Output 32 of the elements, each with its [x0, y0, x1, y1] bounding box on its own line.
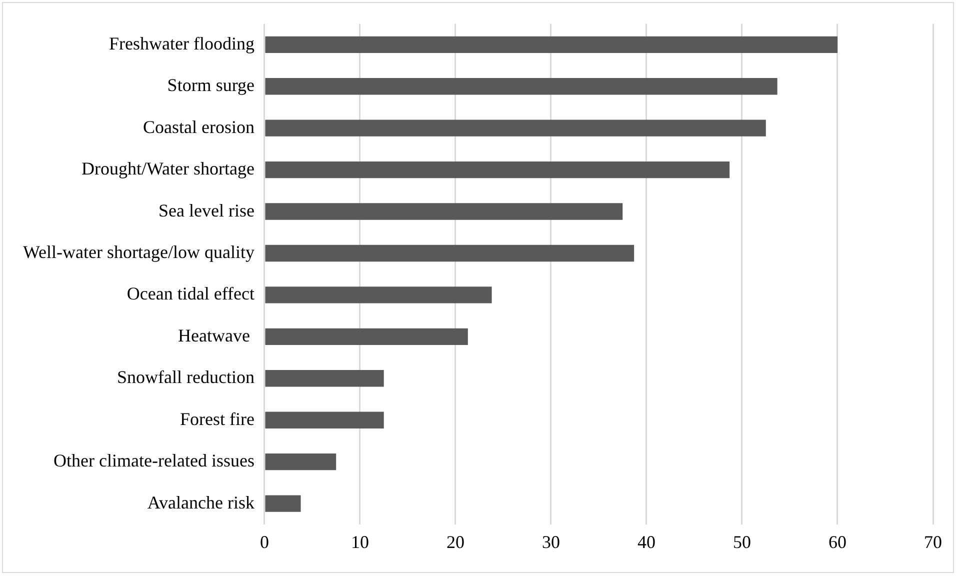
x-tick-label: 0	[260, 532, 269, 552]
bar	[265, 161, 730, 178]
y-tick-label: Drought/Water shortage	[81, 158, 254, 179]
bar	[265, 453, 336, 470]
x-tick-label: 70	[924, 532, 942, 552]
y-tick-label: Avalanche risk	[147, 492, 254, 512]
x-tick-label: 10	[350, 532, 369, 552]
y-tick-label: Well-water shortage/low quality	[22, 242, 254, 262]
y-tick-label: Freshwater flooding	[109, 33, 254, 54]
y-tick-label: Snowfall reduction	[116, 367, 254, 388]
x-tick-label: 30	[542, 532, 560, 552]
bar	[265, 203, 623, 220]
y-tick-label: Other climate-related issues	[54, 450, 254, 471]
bar	[265, 412, 384, 428]
y-tick-label: Ocean tidal effect	[126, 284, 254, 304]
y-tick-label: Storm surge	[167, 75, 254, 96]
bar	[265, 495, 301, 512]
y-tick-label: Heatwave	[178, 325, 254, 346]
bar	[265, 36, 838, 53]
bar	[265, 244, 634, 262]
bar	[265, 328, 468, 346]
x-tick-label: 40	[637, 532, 656, 552]
x-tick-label: 60	[828, 532, 846, 552]
bar	[265, 286, 492, 304]
bar	[265, 370, 384, 387]
bar	[265, 78, 778, 95]
x-tick-label: 50	[732, 532, 751, 552]
bar	[265, 120, 766, 136]
y-tick-label: Sea level rise	[158, 200, 254, 220]
x-tick-label: 20	[446, 532, 464, 552]
y-tick-label: Forest fire	[180, 408, 254, 429]
y-tick-label: Coastal erosion	[142, 116, 254, 137]
